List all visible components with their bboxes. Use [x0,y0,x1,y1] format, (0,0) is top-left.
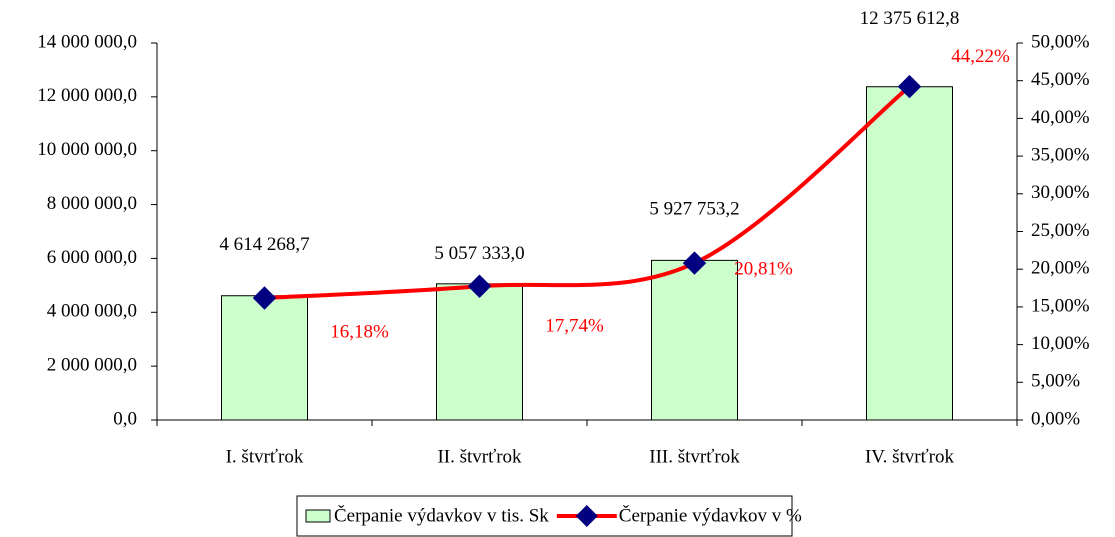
y2-tick-label: 40,00% [1031,107,1090,128]
y-tick-label: 14 000 000,0 [37,31,137,52]
legend-box [296,495,793,537]
y-tick-label: 0,0 [113,408,137,429]
y-tick-label: 4 000 000,0 [47,301,137,322]
y2-tick-label: 50,00% [1031,31,1090,52]
line [264,85,911,301]
line-value-label: 17,74% [545,316,604,337]
y2-tick-label: 45,00% [1031,69,1090,90]
legend-swatch [305,509,331,523]
line-marker [897,74,922,99]
y-tick-label: 12 000 000,0 [37,85,137,106]
y2-tick-label: 30,00% [1031,182,1090,203]
bar-value-label: 4 614 268,7 [219,234,309,255]
y2-tick-label: 10,00% [1031,333,1090,354]
y2-tick-label: 35,00% [1031,144,1090,165]
y2-tick-label: 15,00% [1031,295,1090,316]
x-tick-label: II. štvrťrok [437,446,522,467]
y2-tick-label: 20,00% [1031,258,1090,279]
line-marker [467,274,492,298]
y-tick-label: 2 000 000,0 [47,355,137,376]
bar [221,295,308,421]
x-tick-label: III. štvrťrok [649,446,740,467]
bar [436,283,523,421]
bar-value-label: 5 057 333,0 [434,243,524,264]
y2-tick-label: 5,00% [1031,371,1080,392]
bar-value-label: 12 375 612,8 [860,8,960,29]
line-marker [252,286,277,310]
x-tick-label: IV. štvrťrok [865,446,955,467]
bar [866,86,953,421]
y-tick-label: 8 000 000,0 [47,193,137,214]
line-value-label: 44,22% [951,46,1010,67]
y-tick-label: 6 000 000,0 [47,247,137,268]
line-value-label: 20,81% [734,258,793,279]
legend-marker [575,505,598,527]
y2-tick-label: 0,00% [1031,408,1080,429]
bar-value-label: 5 927 753,2 [649,199,739,220]
y2-tick-label: 25,00% [1031,220,1090,241]
bar [651,259,738,421]
line-marker [682,251,707,275]
legend-label: Čerpanie výdavkov v tis. Sk [334,504,549,526]
y-tick-label: 10 000 000,0 [37,139,137,160]
legend-label: Čerpanie výdavkov v % [619,504,802,526]
x-tick-label: I. štvrťrok [226,446,304,467]
line-value-label: 16,18% [330,321,389,342]
